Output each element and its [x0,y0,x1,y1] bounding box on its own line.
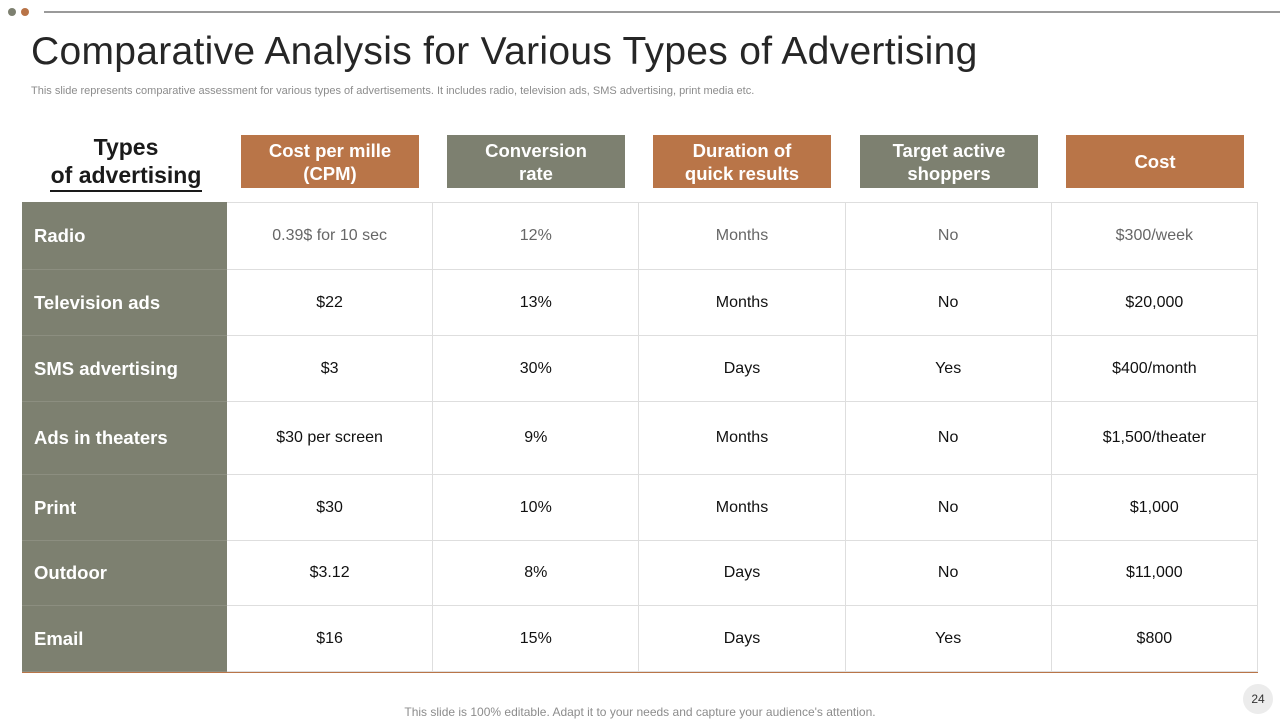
column-header-line2: (CPM) [303,162,357,184]
table-cell: $20,000 [1051,270,1258,336]
table-cell: $22 [227,270,434,336]
table-cell: Yes [845,606,1052,672]
table-cell: $3 [227,336,434,402]
table-row-ads-in-theaters: Ads in theaters $30 per screen 9% Months… [22,402,1258,475]
top-rule [44,11,1280,13]
table-cell: 13% [433,270,640,336]
table-cell: $30 per screen [227,402,434,475]
row-header-title-line1: Types [93,134,159,160]
decor-dot-brown [21,8,29,16]
table-cell: Days [639,541,846,606]
table-cell: $400/month [1051,336,1258,402]
column-header-duration: Duration of quick results [653,135,831,188]
column-header-cpm: Cost per mille (CPM) [241,135,419,188]
column-header-line1: Target active [892,139,1006,161]
column-header-line2: rate [519,162,553,184]
row-label: Ads in theaters [22,402,227,475]
column-header-cost: Cost [1066,135,1244,188]
table-cell: Yes [845,336,1052,402]
table-cell: Months [639,202,846,270]
column-header-line1: Cost per mille [268,139,392,161]
column-header-line2: quick results [684,162,800,184]
page-title: Comparative Analysis for Various Types o… [31,30,978,73]
table-cell: 8% [433,541,640,606]
table-cell: No [845,202,1052,270]
table-cell: Months [639,402,846,475]
column-header-line2: shoppers [907,162,991,184]
row-header-title: Types of advertising [44,133,208,189]
column-header-conversion-rate: Conversion rate [447,135,625,188]
table-cell: Months [639,270,846,336]
table-cell: 12% [433,202,640,270]
top-decoration [8,8,1280,16]
column-header-line1: Conversion [485,139,587,161]
column-header-line1: Duration of [692,139,792,161]
table-row-email: Email $16 15% Days Yes $800 [22,606,1258,672]
table-cell: $30 [227,475,434,541]
table-row-outdoor: Outdoor $3.12 8% Days No $11,000 [22,541,1258,606]
table-cell: $3.12 [227,541,434,606]
row-label: Radio [22,202,227,270]
table-cell: $1,000 [1051,475,1258,541]
table-cell: $1,500/theater [1051,402,1258,475]
row-label: SMS advertising [22,336,227,402]
column-header-target-shoppers: Target active shoppers [860,135,1038,188]
row-header-title-line2: of advertising [50,162,202,188]
table-cell: Days [639,606,846,672]
row-header-underline [50,190,202,192]
table-cell: No [845,270,1052,336]
table-cell: $800 [1051,606,1258,672]
decor-dot-olive [8,8,16,16]
table-row-sms-advertising: SMS advertising $3 30% Days Yes $400/mon… [22,336,1258,402]
row-label: Email [22,606,227,672]
footer-note: This slide is 100% editable. Adapt it to… [404,705,876,719]
page-subtitle: This slide represents comparative assess… [31,85,755,97]
row-label: Television ads [22,270,227,336]
table-cell: $300/week [1051,202,1258,270]
table-cell: No [845,541,1052,606]
table-cell: 30% [433,336,640,402]
table-cell: $11,000 [1051,541,1258,606]
table-row-television-ads: Television ads $22 13% Months No $20,000 [22,270,1258,336]
table-row-radio: Radio 0.39$ for 10 sec 12% Months No $30… [22,202,1258,270]
table-row-print: Print $30 10% Months No $1,000 [22,475,1258,541]
row-label: Print [22,475,227,541]
column-header-line1: Cost [1134,151,1176,172]
table-cell: 15% [433,606,640,672]
row-label: Outdoor [22,541,227,606]
table-cell: 0.39$ for 10 sec [227,202,434,270]
table-cell: 10% [433,475,640,541]
table-cell: No [845,475,1052,541]
table-cell: Days [639,336,846,402]
table-cell: No [845,402,1052,475]
table-cell: $16 [227,606,434,672]
page-number: 24 [1243,684,1273,714]
table-cell: Months [639,475,846,541]
comparison-table: Radio 0.39$ for 10 sec 12% Months No $30… [22,202,1258,673]
table-cell: 9% [433,402,640,475]
